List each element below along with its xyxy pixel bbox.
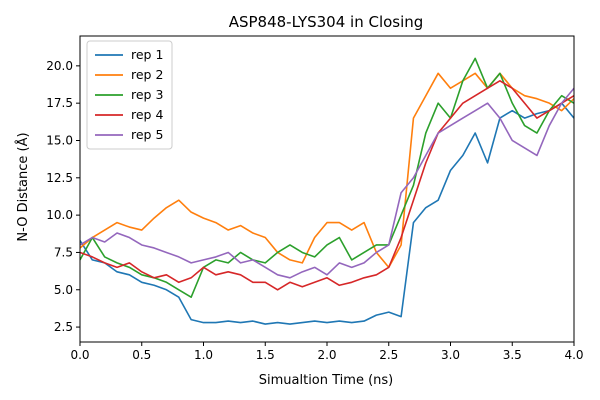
y-tick-label: 5.0 [54,283,73,297]
x-tick-label: 4.0 [564,348,583,362]
legend-label-3: rep 3 [131,87,163,102]
legend-label-2: rep 2 [131,67,163,82]
series-layer [80,57,574,325]
chart-title: ASP848-LYS304 in Closing [229,13,424,31]
y-tick-label: 7.5 [54,245,73,259]
legend: rep 1 rep 2 rep 3 rep 4 rep 5 [86,40,173,150]
x-tick-label: 2.5 [379,348,398,362]
y-axis-label: N-O Distance (Å) [15,132,31,241]
x-tick-label: 3.5 [503,348,522,362]
y-tick-label: 17.5 [46,96,73,110]
x-axis-label: Simualtion Time (ns) [259,373,393,388]
legend-box [86,40,173,150]
series-line-3 [80,57,574,299]
y-tick-label: 2.5 [54,320,73,334]
series-line-5 [80,87,574,279]
series-line-4 [80,79,574,291]
legend-label-5: rep 5 [131,127,163,142]
y-tick-label: 15.0 [46,133,73,147]
legend-label-1: rep 1 [131,47,163,62]
axes-layer: 0.0 0.5 1.0 1.5 2.0 2.5 3.0 3.5 4.0 2.5 5.0 7.5 10.0… [46,35,584,362]
y-tick-label: 10.0 [46,208,73,222]
x-tick-label: 0.0 [70,348,89,362]
x-tick-label: 2.0 [317,348,336,362]
x-tick-label: 3.0 [441,348,460,362]
series-line-1 [80,102,574,325]
legend-label-4: rep 4 [131,107,163,122]
x-tick-label: 0.5 [132,348,151,362]
y-tick-label: 20.0 [46,59,73,73]
x-tick-label: 1.0 [194,348,213,362]
y-tick-label: 12.5 [46,171,73,185]
x-tick-label: 1.5 [256,348,275,362]
